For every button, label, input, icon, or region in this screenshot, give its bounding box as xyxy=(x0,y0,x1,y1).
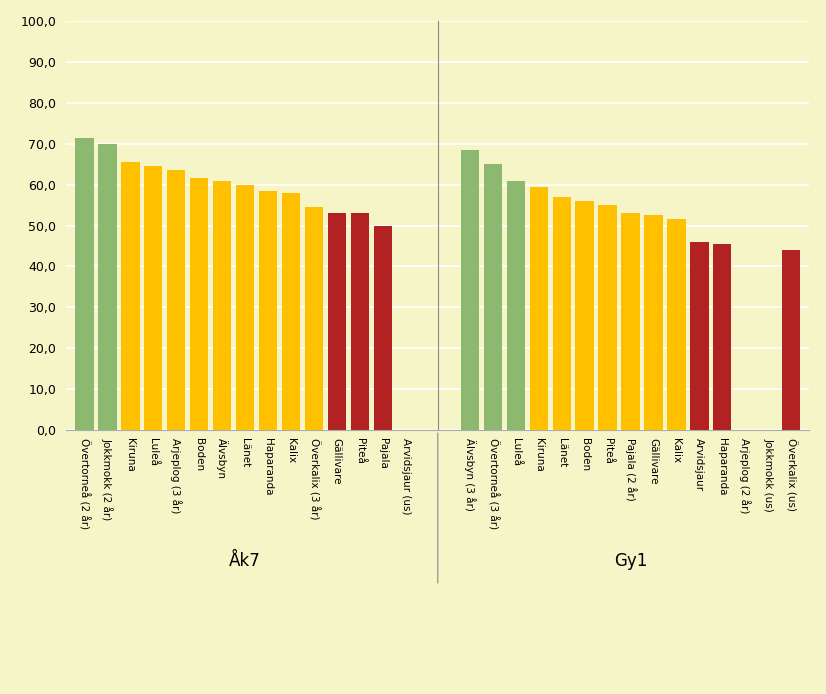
Bar xyxy=(782,250,800,430)
Bar xyxy=(484,164,502,430)
Bar xyxy=(373,226,392,430)
Bar xyxy=(98,144,116,430)
Bar xyxy=(121,162,140,430)
Bar xyxy=(236,185,254,430)
Bar xyxy=(213,180,231,430)
Bar xyxy=(167,170,185,430)
Bar xyxy=(691,242,709,430)
Bar xyxy=(75,137,93,430)
Bar xyxy=(259,191,278,430)
Bar xyxy=(621,213,639,430)
Bar xyxy=(553,197,571,430)
Bar xyxy=(190,178,208,430)
Bar xyxy=(529,187,548,430)
Bar xyxy=(282,193,300,430)
Bar xyxy=(576,201,594,430)
Text: Åk7: Åk7 xyxy=(229,552,261,570)
Bar xyxy=(305,207,323,430)
Bar xyxy=(644,215,662,430)
Bar xyxy=(667,219,686,430)
Bar xyxy=(506,180,525,430)
Text: Gy1: Gy1 xyxy=(614,552,648,570)
Bar xyxy=(598,205,617,430)
Bar xyxy=(713,244,732,430)
Bar xyxy=(461,150,479,430)
Bar xyxy=(144,166,163,430)
Bar xyxy=(350,213,369,430)
Bar xyxy=(328,213,346,430)
